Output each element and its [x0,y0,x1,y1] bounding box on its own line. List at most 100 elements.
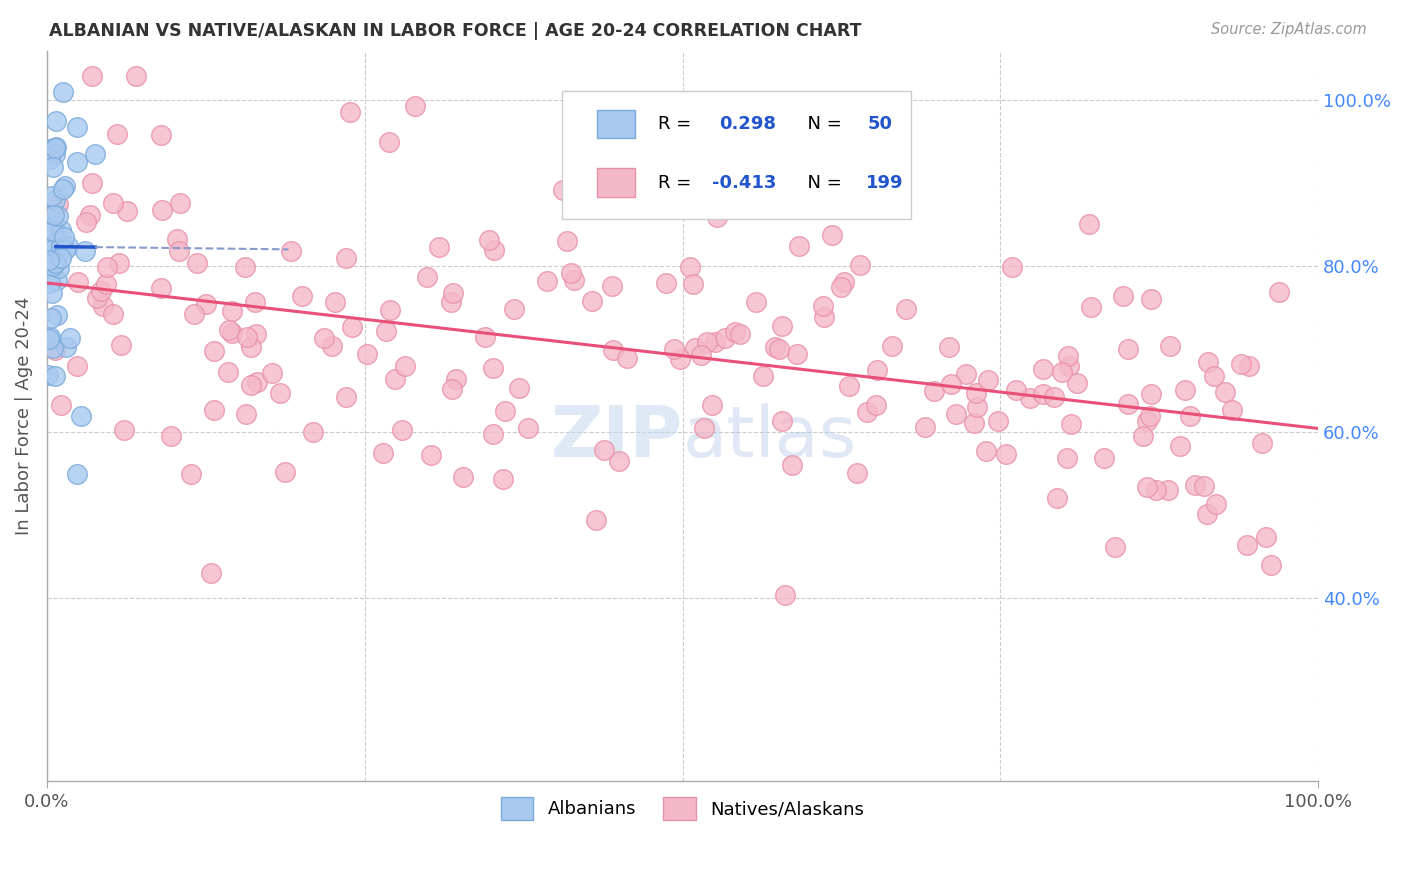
Point [592,442,614,457]
Point [200,566,222,581]
Point [56,238,79,252]
Point [830,279,852,293]
FancyBboxPatch shape [598,110,636,138]
Point [101,307,124,321]
Point [49,252,72,266]
Point [938,340,960,354]
Point [1032,386,1054,401]
Point [70,409,93,423]
Point [1178,409,1201,423]
Point [1144,483,1167,497]
Point [1060,417,1083,431]
Point [66,275,89,289]
Point [37,221,59,235]
Point [169,196,191,211]
Point [1239,359,1261,374]
Point [696,335,718,350]
Point [1254,530,1277,544]
Point [1236,537,1258,551]
Point [1104,541,1126,555]
Point [690,348,713,362]
Point [995,447,1018,461]
Point [339,105,361,120]
Point [45,113,67,128]
Point [1001,260,1024,274]
Point [235,330,257,344]
Text: 0.298: 0.298 [720,115,776,133]
Point [446,372,468,386]
Point [478,234,501,248]
Point [427,240,450,254]
Point [1250,436,1272,450]
Point [150,202,173,217]
Point [314,331,336,345]
Point [768,342,790,356]
Point [46,308,69,322]
Point [1213,384,1236,399]
Point [335,390,357,404]
Point [94,277,117,291]
Point [453,469,475,483]
Point [323,295,346,310]
Point [508,381,530,395]
Point [1116,342,1139,356]
Point [939,377,962,392]
Point [39,255,62,269]
Point [770,414,793,428]
Point [702,398,724,412]
Point [811,299,834,313]
Point [440,295,463,310]
Point [45,140,67,154]
Point [218,323,240,337]
Point [1136,414,1159,428]
Point [616,351,638,366]
Point [1197,355,1219,369]
Point [378,303,401,318]
Y-axis label: In Labor Force | Age 20-24: In Labor Force | Age 20-24 [15,297,32,535]
Point [260,366,283,380]
Point [655,276,678,290]
Point [167,244,190,259]
Point [606,172,628,186]
Point [1205,497,1227,511]
Point [482,426,505,441]
Point [1168,439,1191,453]
Point [59,331,82,345]
Point [166,232,188,246]
Point [955,368,977,382]
Point [1066,376,1088,391]
Point [41,259,63,273]
Point [419,449,441,463]
Point [202,403,225,417]
Point [46,197,69,211]
Point [52,182,75,196]
Point [52,85,75,99]
Text: R =: R = [658,174,697,192]
Point [41,189,63,203]
Point [115,203,138,218]
Point [441,382,464,396]
Point [280,244,302,258]
Point [150,128,173,143]
Point [706,210,728,224]
Point [838,379,860,393]
Point [84,147,107,161]
Point [1057,349,1080,363]
Point [492,472,515,486]
Point [44,256,66,270]
Point [1043,390,1066,404]
Point [987,414,1010,428]
Point [42,341,65,355]
Point [105,127,128,141]
Point [321,338,343,352]
Point [39,276,62,290]
Point [752,368,775,383]
Point [66,155,89,169]
Point [1078,217,1101,231]
Point [107,255,129,269]
Point [375,324,398,338]
Point [503,302,526,317]
Point [53,229,76,244]
Point [356,347,378,361]
Point [560,266,582,280]
